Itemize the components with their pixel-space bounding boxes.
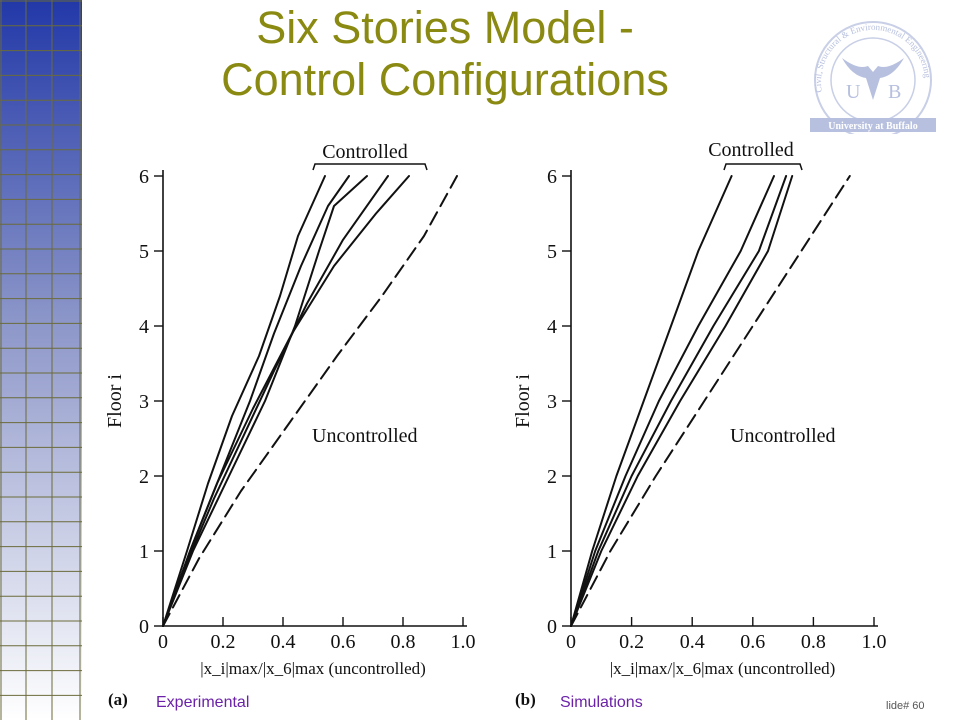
university-logo: Civil, Structural & Environmental Engine… bbox=[810, 21, 936, 134]
controlled-curve-4 bbox=[570, 175, 794, 627]
y-tick-label: 1 bbox=[547, 541, 557, 563]
logo-letter-u: U bbox=[846, 81, 861, 103]
decorative-grid-strip bbox=[0, 0, 82, 720]
caption-experimental: Experimental bbox=[156, 694, 250, 711]
controlled-curve-1 bbox=[570, 175, 733, 627]
y-tick-label: 0 bbox=[547, 616, 557, 638]
controlled-brace bbox=[312, 163, 428, 171]
x-tick-label: 0.2 bbox=[619, 631, 644, 653]
x-tick-label: 0 bbox=[158, 631, 168, 653]
panel-label-b: (b) bbox=[515, 690, 536, 709]
y-tick-label: 2 bbox=[139, 466, 149, 488]
controlled-annotation: Controlled bbox=[708, 139, 794, 161]
y-tick-label: 5 bbox=[547, 241, 557, 263]
y-tick-label: 6 bbox=[547, 166, 557, 188]
y-axis-label: Floor i bbox=[104, 374, 126, 428]
x-axis-label: |x_i|max/|x_6|max (uncontrolled) bbox=[610, 659, 836, 678]
controlled-curve-2 bbox=[570, 175, 775, 627]
x-tick-label: 0.6 bbox=[331, 631, 356, 653]
x-tick-label: 0 bbox=[566, 631, 576, 653]
x-tick-label: 0.4 bbox=[680, 631, 705, 653]
bull-horns-icon bbox=[842, 58, 904, 100]
y-tick-label: 1 bbox=[139, 541, 149, 563]
x-tick-label: 0.4 bbox=[271, 631, 296, 653]
slide-title-line1: Six Stories Model - bbox=[256, 2, 634, 53]
controlled-curve-3 bbox=[162, 175, 368, 627]
y-axis-label: Floor i bbox=[512, 374, 534, 428]
slide-title-line2: Control Configurations bbox=[221, 54, 669, 105]
y-tick-label: 5 bbox=[139, 241, 149, 263]
panel-label-a: (a) bbox=[108, 690, 128, 709]
controlled-curve-1 bbox=[162, 175, 389, 627]
chart-experimental: 0 1 2 3 4 5 6 0 0.2 0.4 0.6 0.8 1.0 Floor i |x_i|max/|… bbox=[104, 141, 476, 678]
x-tick-label: 0.8 bbox=[801, 631, 826, 653]
controlled-annotation: Controlled bbox=[322, 141, 408, 163]
slide-title: Six Stories Model - Control Configuratio… bbox=[100, 2, 790, 106]
chart-simulations: 0 1 2 3 4 5 6 0 0.2 0.4 0.6 0.8 1.0 Floor i |x_i|max/|… bbox=[512, 139, 887, 678]
y-tick-label: 2 bbox=[547, 466, 557, 488]
uncontrolled-annotation: Uncontrolled bbox=[312, 425, 418, 447]
x-tick-label: 1.0 bbox=[862, 631, 887, 653]
slide-number: lide# 60 bbox=[886, 700, 925, 712]
controlled-curve-3 bbox=[570, 175, 788, 627]
x-tick-label: 1.0 bbox=[451, 631, 476, 653]
y-tick-label: 3 bbox=[139, 391, 149, 413]
controlled-curve-5 bbox=[162, 175, 326, 627]
x-tick-label: 0.2 bbox=[211, 631, 236, 653]
uncontrolled-curve bbox=[162, 175, 458, 627]
logo-banner: University at Buffalo bbox=[828, 121, 917, 132]
x-axis-label: |x_i|max/|x_6|max (uncontrolled) bbox=[200, 659, 426, 678]
y-tick-label: 0 bbox=[139, 616, 149, 638]
controlled-curve-4 bbox=[162, 175, 350, 627]
logo-letter-b: B bbox=[888, 81, 901, 103]
y-tick-label: 4 bbox=[139, 316, 149, 338]
y-tick-label: 4 bbox=[547, 316, 557, 338]
uncontrolled-annotation: Uncontrolled bbox=[730, 425, 836, 447]
y-tick-label: 3 bbox=[547, 391, 557, 413]
uncontrolled-curve bbox=[570, 175, 851, 627]
x-tick-label: 0.6 bbox=[740, 631, 765, 653]
caption-simulations: Simulations bbox=[560, 694, 643, 711]
controlled-brace bbox=[723, 163, 803, 171]
x-tick-label: 0.8 bbox=[391, 631, 416, 653]
y-tick-label: 6 bbox=[139, 166, 149, 188]
